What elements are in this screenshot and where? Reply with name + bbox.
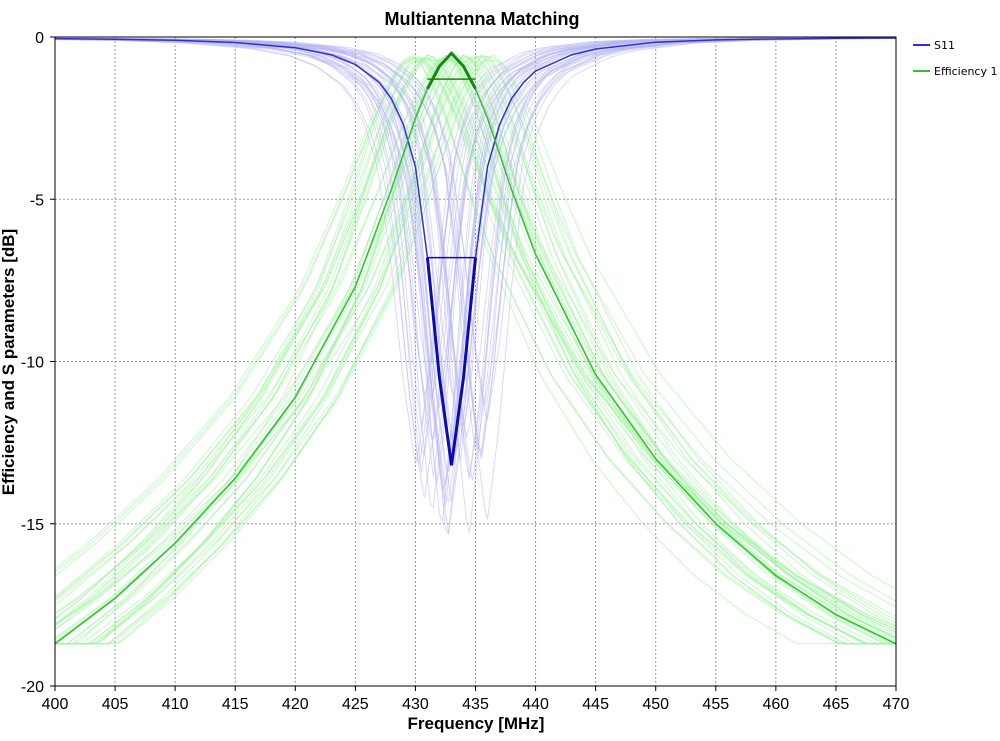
chart-title: Multiantenna Matching: [385, 9, 580, 29]
y-axis-ticks: 0 -5 -10 -15 -20: [21, 30, 55, 696]
x-tick-label: 420: [282, 696, 309, 713]
y-tick-label: -5: [30, 192, 44, 209]
bandwidth-markers: [425, 51, 477, 466]
x-axis-title: Frequency [MHz]: [408, 714, 545, 733]
x-tick-label: 435: [462, 696, 489, 713]
efficiency-variation-curve: [55, 54, 896, 645]
efficiency-variation-curve: [54, 59, 897, 626]
efficiency-variation-curve: [54, 57, 897, 631]
x-tick-label: 465: [823, 696, 850, 713]
bandwidth-highlight: [425, 257, 477, 466]
bandwidth-highlight: [426, 51, 477, 90]
y-axis-title: Efficiency and S parameters [dB]: [0, 229, 18, 495]
x-tick-label: 455: [702, 696, 729, 713]
variation-curves: [54, 37, 897, 645]
x-tick-label: 400: [42, 696, 69, 713]
efficiency-variation-curve: [55, 58, 897, 645]
x-tick-label: 440: [522, 696, 549, 713]
y-tick-label: -15: [21, 517, 44, 534]
y-tick-label: -10: [21, 355, 44, 372]
y-tick-label: 0: [35, 30, 44, 47]
x-tick-label: 425: [342, 696, 369, 713]
legend: S11 Efficiency 1: [913, 39, 997, 78]
x-tick-label: 450: [642, 696, 669, 713]
x-tick-label: 405: [102, 696, 129, 713]
x-axis-ticks: 400 405 410 415 420 425 430 435 440 445 450 455 460 4…: [42, 686, 910, 713]
efficiency-variation-curve: [55, 54, 897, 645]
efficiency-variation-curve: [54, 54, 897, 613]
legend-label: S11: [934, 39, 955, 52]
x-tick-label: 415: [222, 696, 249, 713]
efficiency-variation-curve: [55, 54, 896, 645]
efficiency-variation-curve: [55, 59, 896, 645]
efficiency-variation-curve: [54, 54, 897, 625]
efficiency-variation-curve: [55, 56, 897, 645]
x-tick-label: 430: [402, 696, 429, 713]
efficiency-variation-curve: [54, 59, 897, 630]
legend-label: Efficiency 1: [934, 65, 997, 78]
efficiency-variation-curve: [55, 60, 897, 645]
x-tick-label: 445: [582, 696, 609, 713]
x-tick-label: 470: [883, 696, 910, 713]
y-tick-label: -20: [21, 679, 44, 696]
x-tick-label: 410: [162, 696, 189, 713]
x-tick-label: 460: [763, 696, 790, 713]
